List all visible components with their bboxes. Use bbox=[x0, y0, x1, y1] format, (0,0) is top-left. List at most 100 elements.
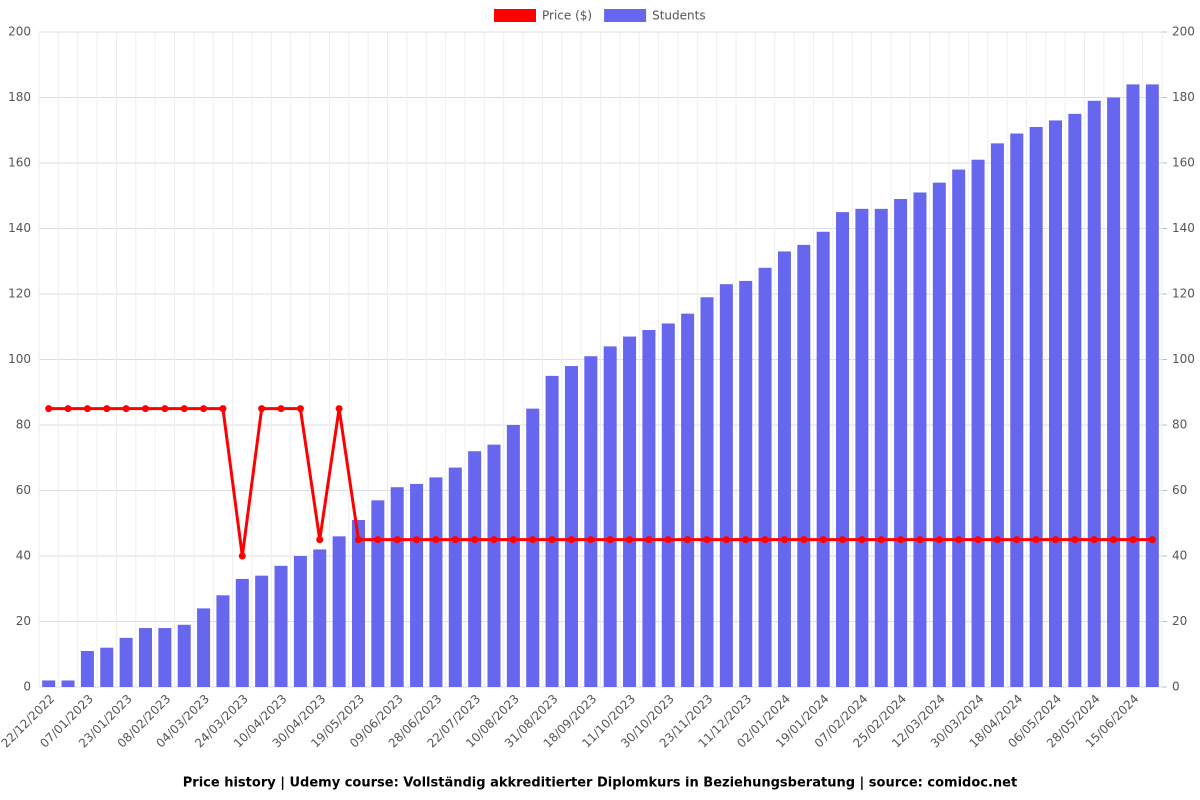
bar bbox=[1049, 120, 1063, 688]
bar bbox=[448, 467, 462, 687]
bar bbox=[545, 375, 559, 687]
bar bbox=[894, 199, 908, 687]
bar bbox=[216, 595, 230, 687]
y-tick-label: 180 bbox=[8, 90, 31, 104]
price-point bbox=[1148, 536, 1156, 544]
price-point bbox=[1090, 536, 1098, 544]
bar bbox=[1010, 133, 1024, 687]
price-point bbox=[587, 536, 595, 544]
bar bbox=[390, 487, 404, 687]
bar bbox=[100, 647, 114, 687]
price-point bbox=[684, 536, 692, 544]
price-point bbox=[1071, 536, 1079, 544]
y2-tick-label: 60 bbox=[1172, 483, 1187, 497]
price-point bbox=[839, 536, 847, 544]
price-point bbox=[819, 536, 827, 544]
price-point bbox=[161, 405, 169, 413]
bar bbox=[468, 451, 482, 687]
bar bbox=[797, 244, 811, 687]
price-point bbox=[897, 536, 905, 544]
price-point bbox=[858, 536, 866, 544]
bar bbox=[526, 408, 540, 687]
y2-tick-label: 100 bbox=[1172, 352, 1195, 366]
price-point bbox=[606, 536, 614, 544]
price-point bbox=[993, 536, 1001, 544]
price-point bbox=[374, 536, 382, 544]
price-point bbox=[1032, 536, 1040, 544]
bar bbox=[661, 323, 675, 687]
price-point bbox=[277, 405, 285, 413]
y-tick-label: 200 bbox=[8, 25, 31, 39]
bar bbox=[1068, 113, 1082, 687]
y2-tick-label: 40 bbox=[1172, 549, 1187, 563]
price-point bbox=[916, 536, 924, 544]
y-tick-label: 120 bbox=[8, 287, 31, 301]
bar bbox=[1029, 126, 1043, 688]
bar bbox=[61, 680, 75, 687]
price-point bbox=[354, 536, 362, 544]
bar bbox=[1087, 100, 1101, 687]
price-point bbox=[45, 405, 53, 413]
bar bbox=[138, 628, 152, 687]
y2-tick-label: 120 bbox=[1172, 287, 1195, 301]
y2-tick-label: 160 bbox=[1172, 156, 1195, 170]
bar bbox=[584, 356, 598, 687]
price-point bbox=[509, 536, 517, 544]
bar bbox=[564, 366, 578, 687]
bar bbox=[836, 212, 850, 687]
bar bbox=[874, 208, 888, 687]
price-point bbox=[200, 405, 208, 413]
y-tick-label: 60 bbox=[16, 483, 31, 497]
y2-tick-label: 180 bbox=[1172, 90, 1195, 104]
bar bbox=[313, 549, 327, 687]
price-point bbox=[761, 536, 769, 544]
price-point bbox=[567, 536, 575, 544]
y2-tick-label: 80 bbox=[1172, 418, 1187, 432]
price-point bbox=[238, 552, 246, 560]
price-point bbox=[780, 536, 788, 544]
price-point bbox=[1129, 536, 1137, 544]
bar bbox=[952, 169, 966, 688]
price-point bbox=[103, 405, 111, 413]
price-point bbox=[742, 536, 750, 544]
bar bbox=[855, 208, 869, 687]
bar bbox=[293, 556, 307, 687]
price-point bbox=[974, 536, 982, 544]
price-point bbox=[316, 536, 324, 544]
price-line bbox=[48, 407, 1153, 557]
price-point bbox=[413, 536, 421, 544]
price-point bbox=[722, 536, 730, 544]
price-point bbox=[1013, 536, 1021, 544]
bar bbox=[777, 251, 791, 688]
bar bbox=[642, 330, 656, 687]
bar bbox=[681, 313, 695, 687]
price-point bbox=[800, 536, 808, 544]
price-point bbox=[296, 405, 304, 413]
bar bbox=[80, 650, 94, 687]
price-point bbox=[955, 536, 963, 544]
bar bbox=[487, 444, 501, 687]
legend-swatch bbox=[494, 9, 536, 22]
price-point bbox=[219, 405, 227, 413]
price-point bbox=[548, 536, 556, 544]
price-point bbox=[83, 405, 91, 413]
y-tick-label: 160 bbox=[8, 156, 31, 170]
y2-tick-label: 0 bbox=[1172, 680, 1180, 694]
bar bbox=[197, 608, 211, 687]
bar bbox=[971, 159, 985, 688]
bar bbox=[429, 477, 443, 687]
price-point bbox=[393, 536, 401, 544]
price-point bbox=[335, 405, 343, 413]
price-point bbox=[703, 536, 711, 544]
price-point bbox=[1110, 536, 1118, 544]
price-point bbox=[64, 405, 72, 413]
price-point bbox=[645, 536, 653, 544]
legend-label: Price ($) bbox=[542, 9, 592, 23]
legend-label: Students bbox=[652, 9, 706, 23]
bar bbox=[351, 519, 365, 687]
price-point bbox=[432, 536, 440, 544]
bar bbox=[158, 628, 172, 687]
y-tick-label: 100 bbox=[8, 352, 31, 366]
price-point bbox=[664, 536, 672, 544]
